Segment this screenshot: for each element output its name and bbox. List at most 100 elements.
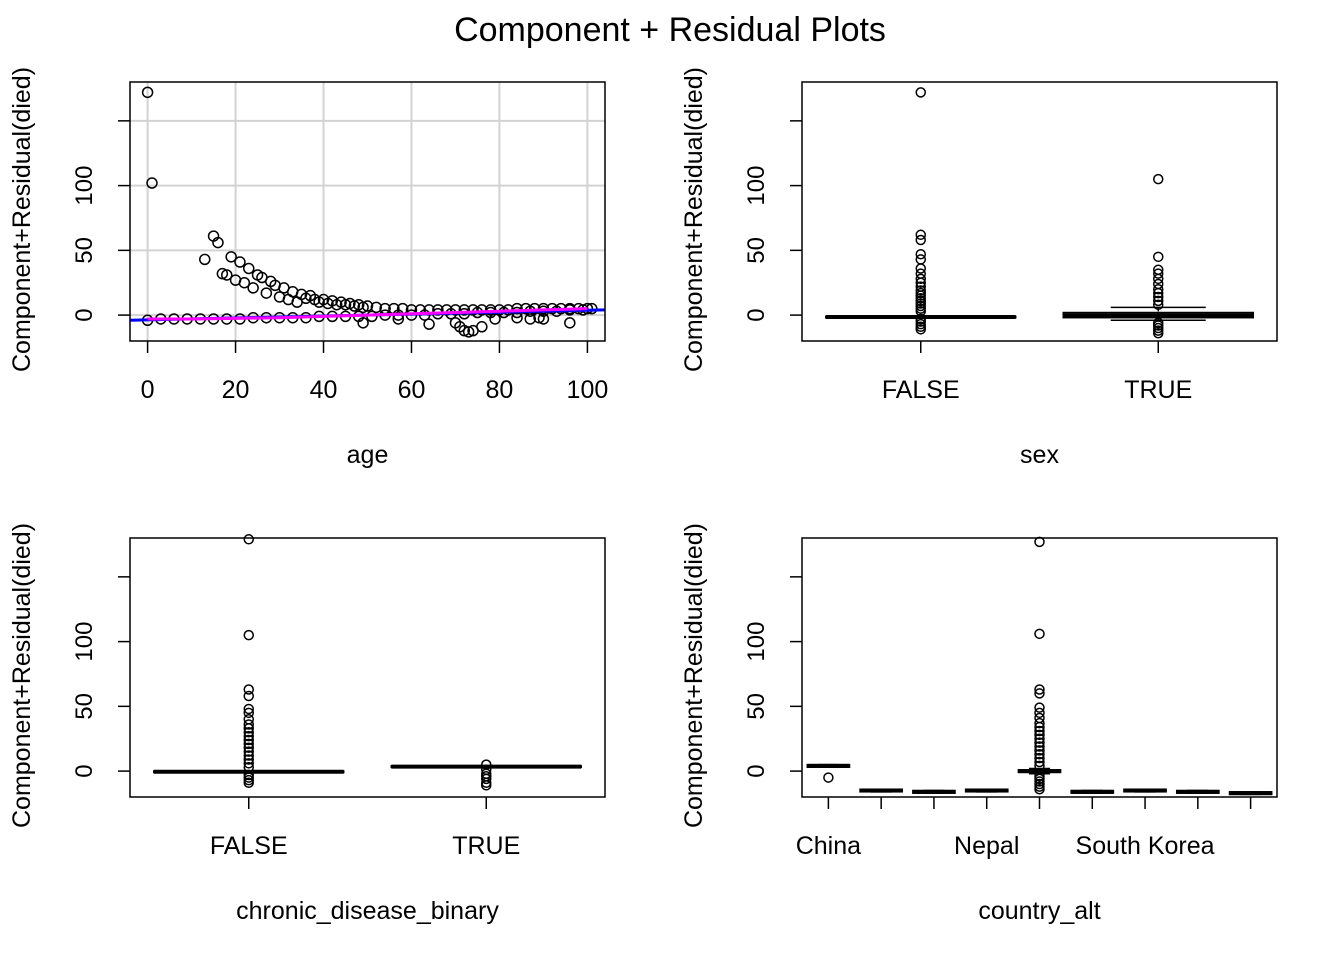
outlier-point <box>915 305 926 317</box>
data-point <box>511 302 523 315</box>
data-point <box>146 177 158 189</box>
panel-4: 0 50 100 Component+Residual(died) China Nepal… <box>680 523 1278 925</box>
box-7 <box>1123 788 1167 793</box>
outlier-point <box>915 273 926 285</box>
box-4 <box>964 788 1009 793</box>
outlier-point <box>243 738 254 750</box>
data-point <box>221 269 233 281</box>
outlier-point <box>915 277 926 288</box>
data <box>129 86 606 338</box>
x-tick-label: 40 <box>310 376 338 404</box>
data-point <box>524 313 536 325</box>
outlier-point <box>1034 717 1045 729</box>
panel-2: 0 50 100 Component+Residual(died) FALSE TRUE s… <box>680 67 1278 469</box>
outlier-point <box>1153 173 1164 185</box>
plot-frame <box>129 537 606 798</box>
data-point <box>260 287 273 299</box>
outlier-point <box>915 229 926 241</box>
y-tick-label: 50 <box>743 693 770 720</box>
outlier-point <box>1034 737 1045 748</box>
data-point <box>462 326 475 338</box>
data-point <box>247 282 259 294</box>
x-axis-title: sex <box>1020 441 1059 469</box>
x-tick-label: TRUE <box>452 832 520 860</box>
data <box>825 87 1254 339</box>
x-tick-label: 60 <box>398 376 426 404</box>
smooth-line <box>147 307 588 321</box>
panel-1: 0 50 100 Component+Residual(died) 0 20 40 60 80 1… <box>8 67 608 469</box>
x-axis: China Nepal South Korea <box>796 797 1252 860</box>
x-axis-title: chronic_disease_binary <box>236 897 499 925</box>
y-tick-label: 100 <box>743 166 770 206</box>
outlier-point <box>1034 702 1045 713</box>
data <box>153 534 582 791</box>
outlier-point <box>1034 733 1045 744</box>
outlier-point <box>1034 741 1045 752</box>
panel-3: 0 50 100 Component+Residual(died) FALSE TRUE c… <box>8 523 606 925</box>
box-1 <box>825 87 1017 335</box>
box-1 <box>806 763 851 783</box>
box-1 <box>153 534 345 789</box>
x-tick-label: China <box>796 832 861 860</box>
y-axis: 0 50 100 <box>743 576 802 778</box>
data-point <box>212 236 224 249</box>
x-tick-label: 100 <box>567 376 609 404</box>
data-point <box>361 300 374 312</box>
box-9 <box>1228 791 1273 796</box>
outlier-point <box>481 773 492 785</box>
x-axis-title: age <box>347 441 389 469</box>
x-tick-label: 80 <box>486 376 514 404</box>
outlier-point <box>1153 295 1164 307</box>
outlier-point <box>243 734 254 746</box>
outlier-point <box>1034 725 1045 737</box>
plot-frame <box>801 81 1278 342</box>
y-tick-label: 100 <box>71 622 98 662</box>
y-tick-label: 0 <box>743 308 770 321</box>
outlier-point <box>915 324 926 335</box>
outlier-point <box>243 746 254 757</box>
figure-title: Component + Residual Plots <box>454 11 886 49</box>
data-point <box>357 317 369 329</box>
x-tick-label: South Korea <box>1076 832 1215 860</box>
data-point <box>423 318 435 330</box>
y-axis: 0 50 100 <box>71 120 130 322</box>
outlier-point <box>243 750 254 761</box>
x-tick-label: 0 <box>141 376 155 404</box>
y-axis: 0 50 100 <box>71 576 130 778</box>
outlier-point <box>1153 291 1164 303</box>
data-point <box>216 267 229 280</box>
outlier-point <box>1034 756 1045 768</box>
x-tick-label: TRUE <box>1124 376 1192 404</box>
outlier-point <box>243 534 254 545</box>
y-tick-label: 50 <box>71 237 98 264</box>
y-axis-title: Component+Residual(died) <box>8 67 36 372</box>
outlier-point <box>243 754 254 765</box>
y-tick-label: 0 <box>71 308 98 321</box>
outlier-point <box>1034 752 1045 764</box>
outlier-point <box>481 780 492 791</box>
x-axis: FALSE TRUE <box>882 341 1192 404</box>
outlier-point <box>243 777 254 789</box>
x-tick-label: Nepal <box>954 832 1019 860</box>
outlier-point <box>243 727 254 738</box>
box-3 <box>912 789 956 794</box>
outlier-point <box>243 684 254 695</box>
outlier-point <box>915 248 926 260</box>
box-6 <box>1070 789 1115 794</box>
outlier-point <box>243 690 254 702</box>
data-point <box>141 86 154 99</box>
outlier-point <box>243 629 254 641</box>
outlier-point <box>243 742 254 754</box>
outlier-point <box>1153 251 1164 263</box>
outlier-point <box>1153 273 1164 285</box>
data-point <box>489 313 501 325</box>
data-point <box>238 276 251 289</box>
outlier-point <box>1153 299 1164 310</box>
outlier-point <box>1034 760 1045 772</box>
y-tick-label: 0 <box>743 764 770 777</box>
y-axis: 0 50 100 <box>743 120 802 322</box>
box-2 <box>1062 173 1254 339</box>
outlier-point <box>1034 684 1045 695</box>
data-point <box>458 324 471 337</box>
